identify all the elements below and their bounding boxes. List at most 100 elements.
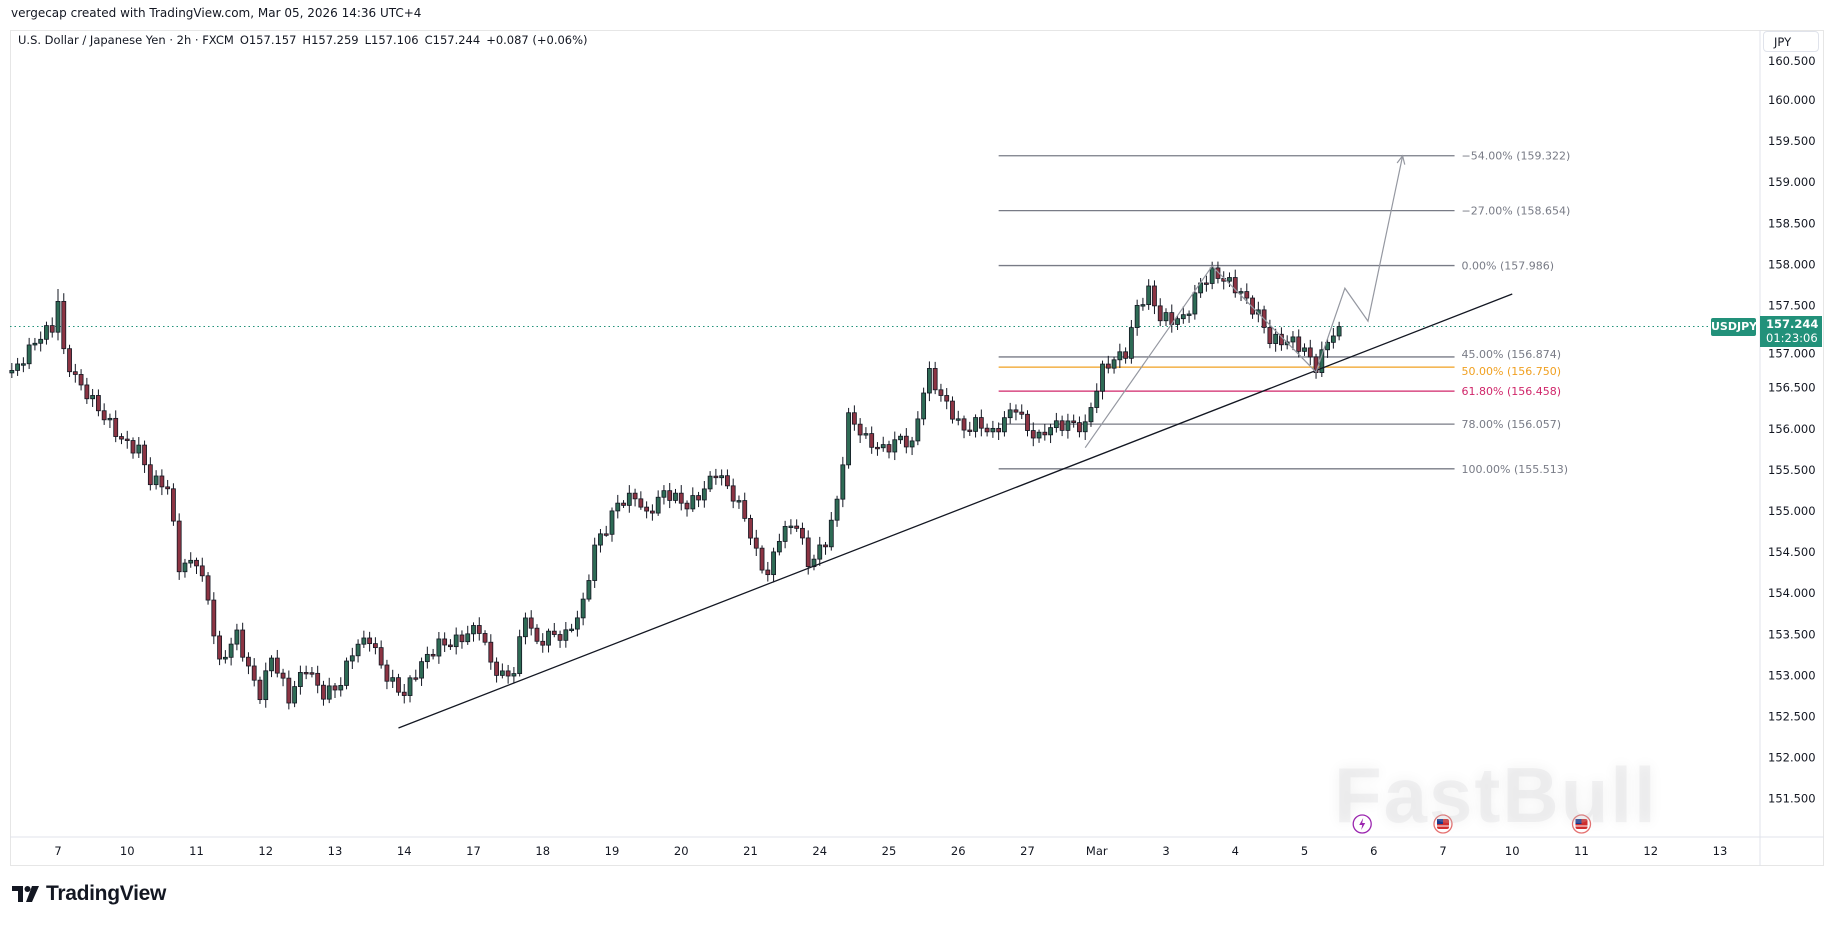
candle-up	[292, 686, 298, 704]
candle-down	[113, 417, 119, 437]
candle-down	[147, 464, 153, 486]
tradingview-logo[interactable]: TradingView	[12, 882, 166, 906]
candle-up	[1048, 427, 1053, 436]
candle-down	[875, 446, 880, 450]
candle-down	[171, 488, 176, 522]
candle-down	[396, 677, 401, 693]
candle-down	[251, 665, 257, 681]
candle-up	[1180, 314, 1186, 320]
legend-close: C157.244	[424, 33, 481, 47]
candle-up	[453, 634, 459, 648]
candle-up	[580, 598, 586, 619]
candle-up	[511, 673, 517, 677]
candle-down	[488, 641, 494, 663]
last-price-value: 157.244	[1766, 317, 1819, 331]
time-tick-label: 11	[1574, 844, 1589, 858]
candle-down	[130, 440, 136, 454]
trendline[interactable]	[398, 293, 1513, 729]
candle-up	[182, 562, 188, 573]
candle-down	[978, 417, 984, 429]
candle-up	[90, 395, 96, 400]
candle-down	[165, 486, 171, 490]
candle-up	[1053, 420, 1059, 429]
candle-down	[95, 395, 101, 412]
candle-up	[701, 488, 707, 501]
candle-up	[892, 439, 898, 453]
currency-button[interactable]: JPY	[1763, 31, 1819, 52]
price-tick-label: 156.500	[1768, 381, 1816, 395]
fib-level-label: 45.00% (156.874)	[1462, 348, 1562, 361]
candle-down	[448, 644, 453, 648]
candle-up	[655, 496, 661, 514]
event-markers[interactable]	[1352, 814, 1592, 834]
candle-up	[1117, 351, 1123, 361]
last-price-tag: 157.244 01:23:06	[1760, 316, 1822, 347]
time-tick-label: 10	[1505, 844, 1520, 858]
candle-down	[903, 435, 909, 448]
time-axis[interactable]: 7 10 11 12 13 14 17 18 19 20 21 24 25 26 27 Mar 3 4 5 6 7 10 1…	[54, 844, 1727, 858]
candle-up	[44, 325, 49, 340]
candle-up	[15, 363, 21, 371]
candle-down	[378, 647, 384, 666]
candle-down	[84, 384, 90, 400]
tradingview-brand: TradingView	[46, 882, 167, 905]
flag-canton	[1575, 819, 1582, 824]
candle-up	[1111, 359, 1117, 369]
candle-up	[915, 418, 921, 442]
fib-level-label: 100.00% (155.513)	[1462, 463, 1569, 476]
candle-down	[61, 300, 67, 350]
candle-up	[338, 685, 344, 691]
price-axis[interactable]: 151.500 152.000 152.500 153.000 153.500 154.0…	[1768, 54, 1816, 806]
candle-down	[67, 348, 72, 373]
candle-up	[355, 643, 361, 657]
candle-down	[49, 325, 55, 333]
candle-up	[1273, 333, 1279, 344]
candle-down	[748, 518, 753, 539]
candle-down	[1296, 336, 1302, 352]
candle-up	[1227, 277, 1232, 282]
candle-up	[921, 392, 927, 420]
candle-down	[280, 672, 286, 679]
candle-down	[1030, 430, 1036, 439]
time-tick-label: 4	[1232, 844, 1239, 858]
candle-down	[557, 634, 563, 641]
candle-up	[297, 672, 303, 687]
candle-down	[217, 635, 222, 660]
candle-down	[794, 525, 800, 529]
candle-down	[857, 423, 863, 436]
candle-down	[932, 368, 938, 391]
candle-down	[494, 661, 499, 676]
candle-up	[107, 417, 113, 421]
candle-down	[540, 640, 546, 646]
candle-up	[499, 670, 505, 676]
candle-down	[1105, 363, 1111, 369]
candle-down	[765, 569, 771, 576]
candle-up	[828, 519, 834, 548]
price-tick-label: 158.500	[1768, 216, 1816, 230]
candle-down	[984, 427, 990, 433]
candle-down	[476, 625, 482, 634]
price-tick-label: 155.000	[1768, 504, 1816, 518]
candle-up	[1192, 292, 1198, 315]
candle-down	[142, 444, 147, 466]
legend-open: O157.157	[239, 33, 297, 47]
candle-up	[349, 655, 355, 662]
fib-retracement[interactable]: −54.00% (159.322) −27.00% (158.654) 0.00% …	[998, 150, 1571, 476]
candle-up	[9, 369, 15, 374]
candle-up	[471, 625, 476, 635]
candle-up	[898, 435, 903, 441]
time-tick-label: 13	[328, 844, 343, 858]
time-tick-label: 25	[882, 844, 897, 858]
candle-up	[1146, 285, 1152, 306]
fib-level-label: 78.00% (156.057)	[1462, 418, 1562, 431]
candle-down	[967, 429, 973, 432]
candle-down	[315, 672, 321, 686]
projection-path[interactable]	[1084, 154, 1406, 449]
candle-down	[678, 492, 684, 504]
candle-down	[1042, 431, 1048, 436]
time-tick-label: 11	[189, 844, 204, 858]
candle-up	[32, 342, 38, 346]
candle-down	[176, 520, 182, 573]
candle-down	[1019, 411, 1025, 415]
